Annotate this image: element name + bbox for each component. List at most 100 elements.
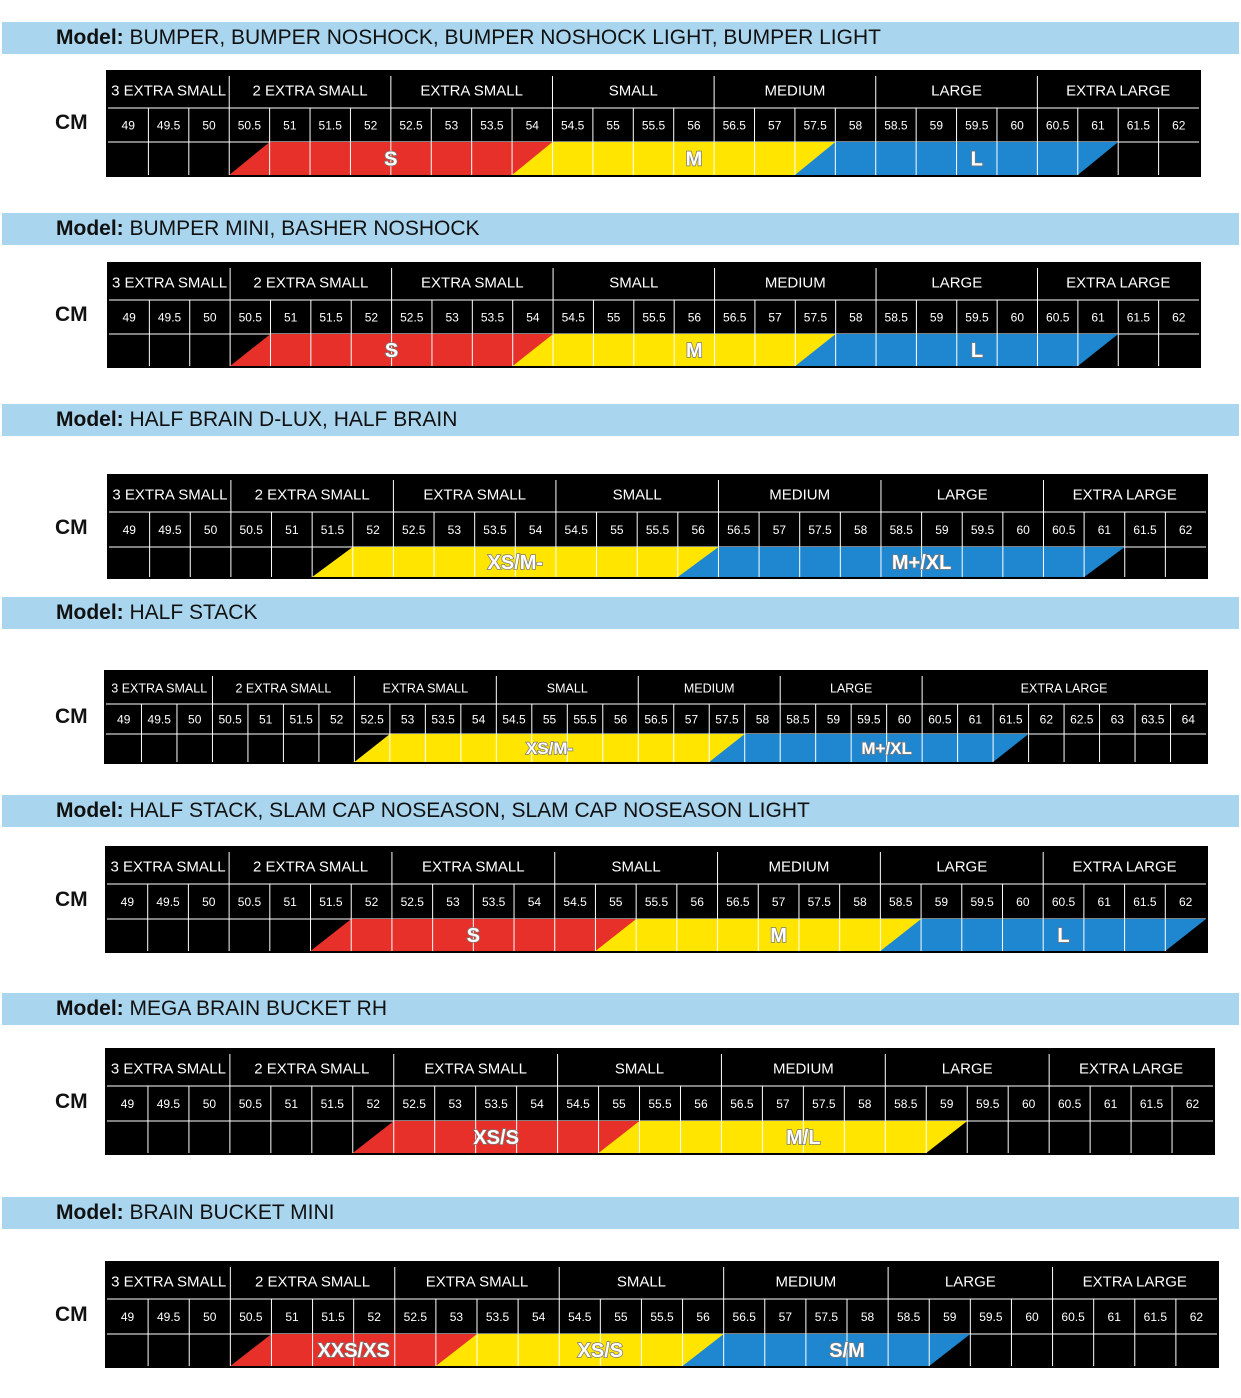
size-chart-svg: 3 EXTRA SMALL 2 EXTRA SMALL EXTRA SMALL SMA…	[107, 1263, 1217, 1366]
size-header-cell	[554, 848, 718, 884]
size-value: 52	[364, 118, 378, 132]
size-value: 57	[779, 1310, 793, 1324]
model-heading: Model: HALF BRAIN D-LUX, HALF BRAIN	[56, 408, 457, 432]
size-header-label: EXTRA SMALL	[423, 486, 526, 503]
size-value: 64	[1182, 712, 1196, 726]
size-header-cell	[1037, 264, 1199, 300]
size-header-cell	[229, 848, 392, 884]
size-value: 53.5	[482, 895, 506, 909]
size-header-cell	[880, 848, 1044, 884]
size-value: 60.5	[1052, 523, 1076, 537]
size-band-label: L	[1057, 925, 1069, 947]
size-value: 58	[854, 523, 868, 537]
size-value: 63	[1111, 712, 1125, 726]
size-value: 51.5	[289, 712, 313, 726]
band-transition	[598, 1121, 640, 1153]
size-value: 49.5	[148, 712, 172, 726]
size-value: 51	[283, 118, 297, 132]
size-value: 51.5	[321, 523, 345, 537]
size-value: 53.5	[483, 523, 507, 537]
size-value: 57.5	[715, 712, 739, 726]
model-heading-bar: Model: HALF BRAIN D-LUX, HALF BRAIN	[2, 404, 1239, 436]
size-header-label: EXTRA LARGE	[1066, 274, 1170, 291]
size-value: 59.5	[979, 1310, 1003, 1324]
size-value: 60	[1025, 1310, 1039, 1324]
size-band	[835, 142, 1119, 175]
size-value: 61	[1098, 523, 1112, 537]
size-value: 61.5	[1133, 523, 1157, 537]
size-value: 53.5	[484, 1097, 508, 1111]
size-header-cell	[1043, 476, 1206, 512]
size-header-label: MEDIUM	[684, 682, 735, 696]
size-value: 52	[365, 895, 379, 909]
size-band-label: XS/M-	[488, 552, 544, 574]
model-names: HALF BRAIN D-LUX, HALF BRAIN	[129, 408, 458, 431]
size-header-cell	[717, 848, 881, 884]
size-header-label: 3 EXTRA SMALL	[112, 274, 227, 291]
size-value: 59.5	[965, 310, 989, 324]
band-end	[929, 1334, 971, 1366]
size-header-cell	[393, 476, 556, 512]
size-value: 60	[898, 712, 912, 726]
model-heading-label: Model:	[56, 26, 124, 49]
size-value: 53	[445, 118, 459, 132]
size-header-cell	[229, 72, 391, 108]
model-heading: Model: BUMPER MINI, BASHER NOSHOCK	[56, 217, 480, 241]
model-heading-bar: Model: HALF STACK	[2, 597, 1239, 629]
size-header-cell	[106, 672, 213, 704]
size-value: 57	[772, 895, 786, 909]
size-value: 54	[532, 1310, 546, 1324]
size-header-cell	[109, 476, 231, 512]
size-header-cell	[230, 476, 394, 512]
size-value: 55.5	[646, 523, 670, 537]
size-header-cell	[107, 848, 230, 884]
size-band-label: M+/XL	[892, 552, 951, 574]
size-band-label: S	[467, 925, 480, 947]
size-value: 51	[259, 712, 273, 726]
model-heading: Model: MEGA BRAIN BUCKET RH	[56, 997, 387, 1021]
size-header-label: LARGE	[942, 1060, 993, 1077]
size-header-label: LARGE	[936, 858, 987, 875]
size-chart: 3 EXTRA SMALL 2 EXTRA SMALL EXTRA SMALL SMA…	[105, 846, 1208, 953]
size-value: 58	[858, 1097, 872, 1111]
size-value: 55.5	[650, 1310, 674, 1324]
size-chart: 3 EXTRA SMALL 2 EXTRA SMALL EXTRA SMALL SMA…	[107, 474, 1208, 579]
size-header-label: 2 EXTRA SMALL	[254, 1060, 369, 1077]
size-value: 61.5	[1127, 310, 1151, 324]
size-value: 59.5	[971, 523, 995, 537]
size-header-label: EXTRA LARGE	[1083, 1273, 1187, 1290]
size-value: 54.5	[566, 1097, 590, 1111]
size-value: 59.5	[965, 118, 989, 132]
size-header-label: 3 EXTRA SMALL	[111, 682, 207, 696]
size-value: 56.5	[730, 1097, 754, 1111]
size-value: 62.5	[1070, 712, 1094, 726]
size-value: 58.5	[885, 310, 909, 324]
size-value: 54.5	[502, 712, 526, 726]
size-header-label: EXTRA SMALL	[426, 1273, 529, 1290]
band-transition	[682, 1334, 724, 1366]
size-header-cell	[714, 72, 876, 108]
size-value: 61	[1091, 118, 1105, 132]
size-value: 59.5	[970, 895, 994, 909]
size-value: 58	[861, 1310, 875, 1324]
band-end	[1165, 919, 1206, 951]
size-value: 60.5	[1046, 118, 1070, 132]
size-value: 56	[687, 118, 701, 132]
size-value: 59	[827, 712, 841, 726]
size-header-cell	[555, 476, 719, 512]
size-value: 57	[685, 712, 699, 726]
size-value: 53.5	[486, 1310, 510, 1324]
size-value: 53.5	[480, 118, 504, 132]
size-value: 51.5	[321, 1097, 345, 1111]
size-value: 54	[529, 523, 543, 537]
size-value: 53	[450, 1310, 464, 1324]
size-value: 52	[367, 1097, 381, 1111]
size-band-label: S	[385, 340, 398, 362]
size-chart-svg: 3 EXTRA SMALL 2 EXTRA SMALL EXTRA SMALL SMA…	[107, 1050, 1213, 1153]
size-value: 57	[768, 118, 782, 132]
size-value: 59	[935, 523, 949, 537]
size-value: 61	[969, 712, 983, 726]
size-value: 52.5	[400, 310, 424, 324]
size-header-label: EXTRA LARGE	[1066, 82, 1170, 99]
size-value: 52.5	[403, 1097, 427, 1111]
